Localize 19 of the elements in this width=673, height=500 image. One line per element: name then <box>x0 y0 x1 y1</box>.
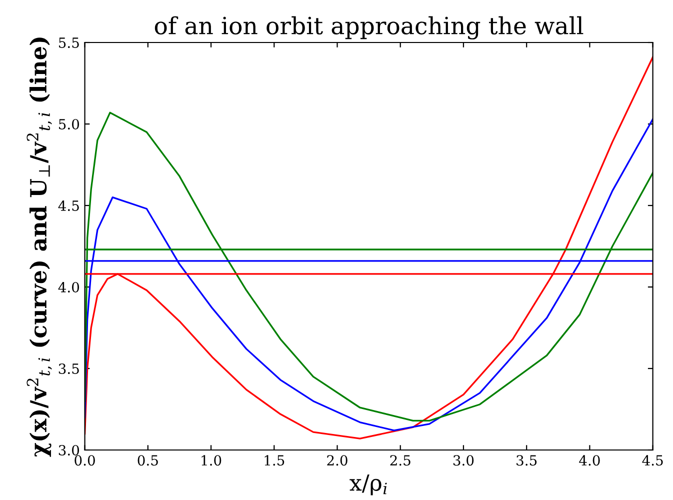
x-tick-label: 4.0 <box>579 455 600 466</box>
x-tick-label: 1.5 <box>264 455 284 466</box>
y-tick-label: 5.5 <box>59 38 79 48</box>
x-tick-label: 1.0 <box>202 455 222 466</box>
x-tick-label: 0.5 <box>138 455 158 466</box>
y-tick-label: 3.0 <box>58 444 80 456</box>
y-tick-label: 5.0 <box>59 118 80 130</box>
x-tick-label: 3.0 <box>453 455 474 466</box>
y-tick-label: 3.5 <box>58 363 79 374</box>
x-tick-label: 4.5 <box>642 455 663 466</box>
text: χ(x)/v$^{2}$$_{t,i}$ (curve) and U$_{⊥}$/v$^{2}$$_{t,i}$ (line) <box>26 38 52 457</box>
y-tick-label: 4.5 <box>58 200 79 211</box>
y-tick-label: 4.0 <box>58 282 80 292</box>
x-axis-title: x/ρ$_{i}$ <box>350 474 387 496</box>
x-tick-label: 3.5 <box>516 455 537 466</box>
chart-title: of an ion orbit approaching the wall <box>154 16 584 40</box>
x-tick-label: 2.0 <box>327 455 348 466</box>
x-tick-label: 2.5 <box>390 455 410 466</box>
x-tick-label: 0.0 <box>74 455 95 466</box>
